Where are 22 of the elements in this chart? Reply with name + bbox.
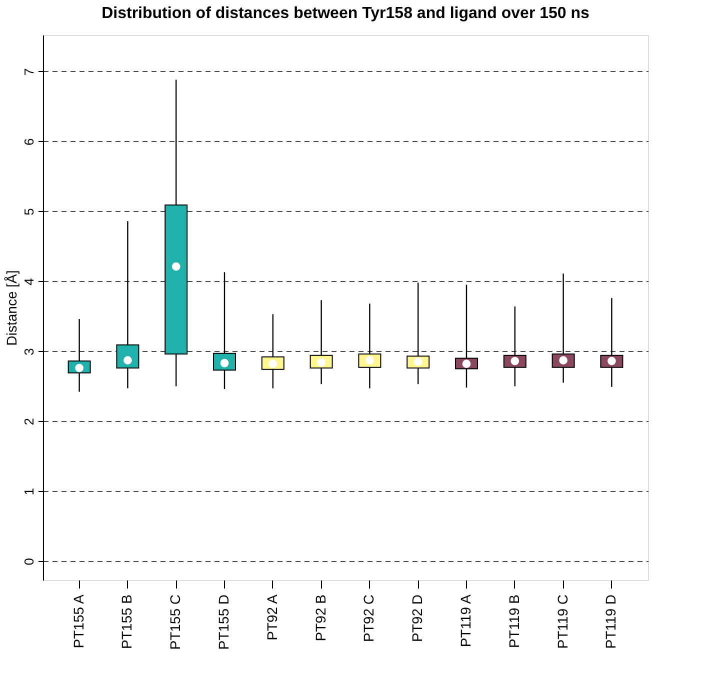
x-tick-label: PT155 C xyxy=(167,594,184,650)
x-tick-label: PT92 C xyxy=(360,594,377,642)
y-axis-title: Distance [Å] xyxy=(4,270,20,346)
y-tick-label: 7 xyxy=(22,68,36,76)
y-tick-label: 5 xyxy=(22,208,36,216)
y-tick-label: 3 xyxy=(22,348,36,356)
x-tick-label: PT92 B xyxy=(312,594,328,642)
y-tick-label: 0 xyxy=(22,558,36,566)
chart-title: Distribution of distances between Tyr158 and ligand over 150 ns xyxy=(102,5,590,22)
y-tick-label: 1 xyxy=(22,488,36,496)
y-tick-label: 2 xyxy=(22,418,36,426)
x-tick-label: PT119 C xyxy=(554,594,570,649)
y-tick-label: 6 xyxy=(22,138,36,146)
x-tick-label: PT119 B xyxy=(506,594,522,648)
x-tick-label: PT119 D xyxy=(602,594,619,649)
x-tick-label: PT92 D xyxy=(409,594,426,642)
x-tick-label: PT92 A xyxy=(264,594,280,640)
x-tick-label: PT155 D xyxy=(216,594,232,650)
x-tick-label: PT155 A xyxy=(70,594,86,648)
x-tick-label: PT119 A xyxy=(458,594,474,648)
x-tick-label: PT155 B xyxy=(118,594,135,649)
y-tick-label: 4 xyxy=(22,278,36,286)
